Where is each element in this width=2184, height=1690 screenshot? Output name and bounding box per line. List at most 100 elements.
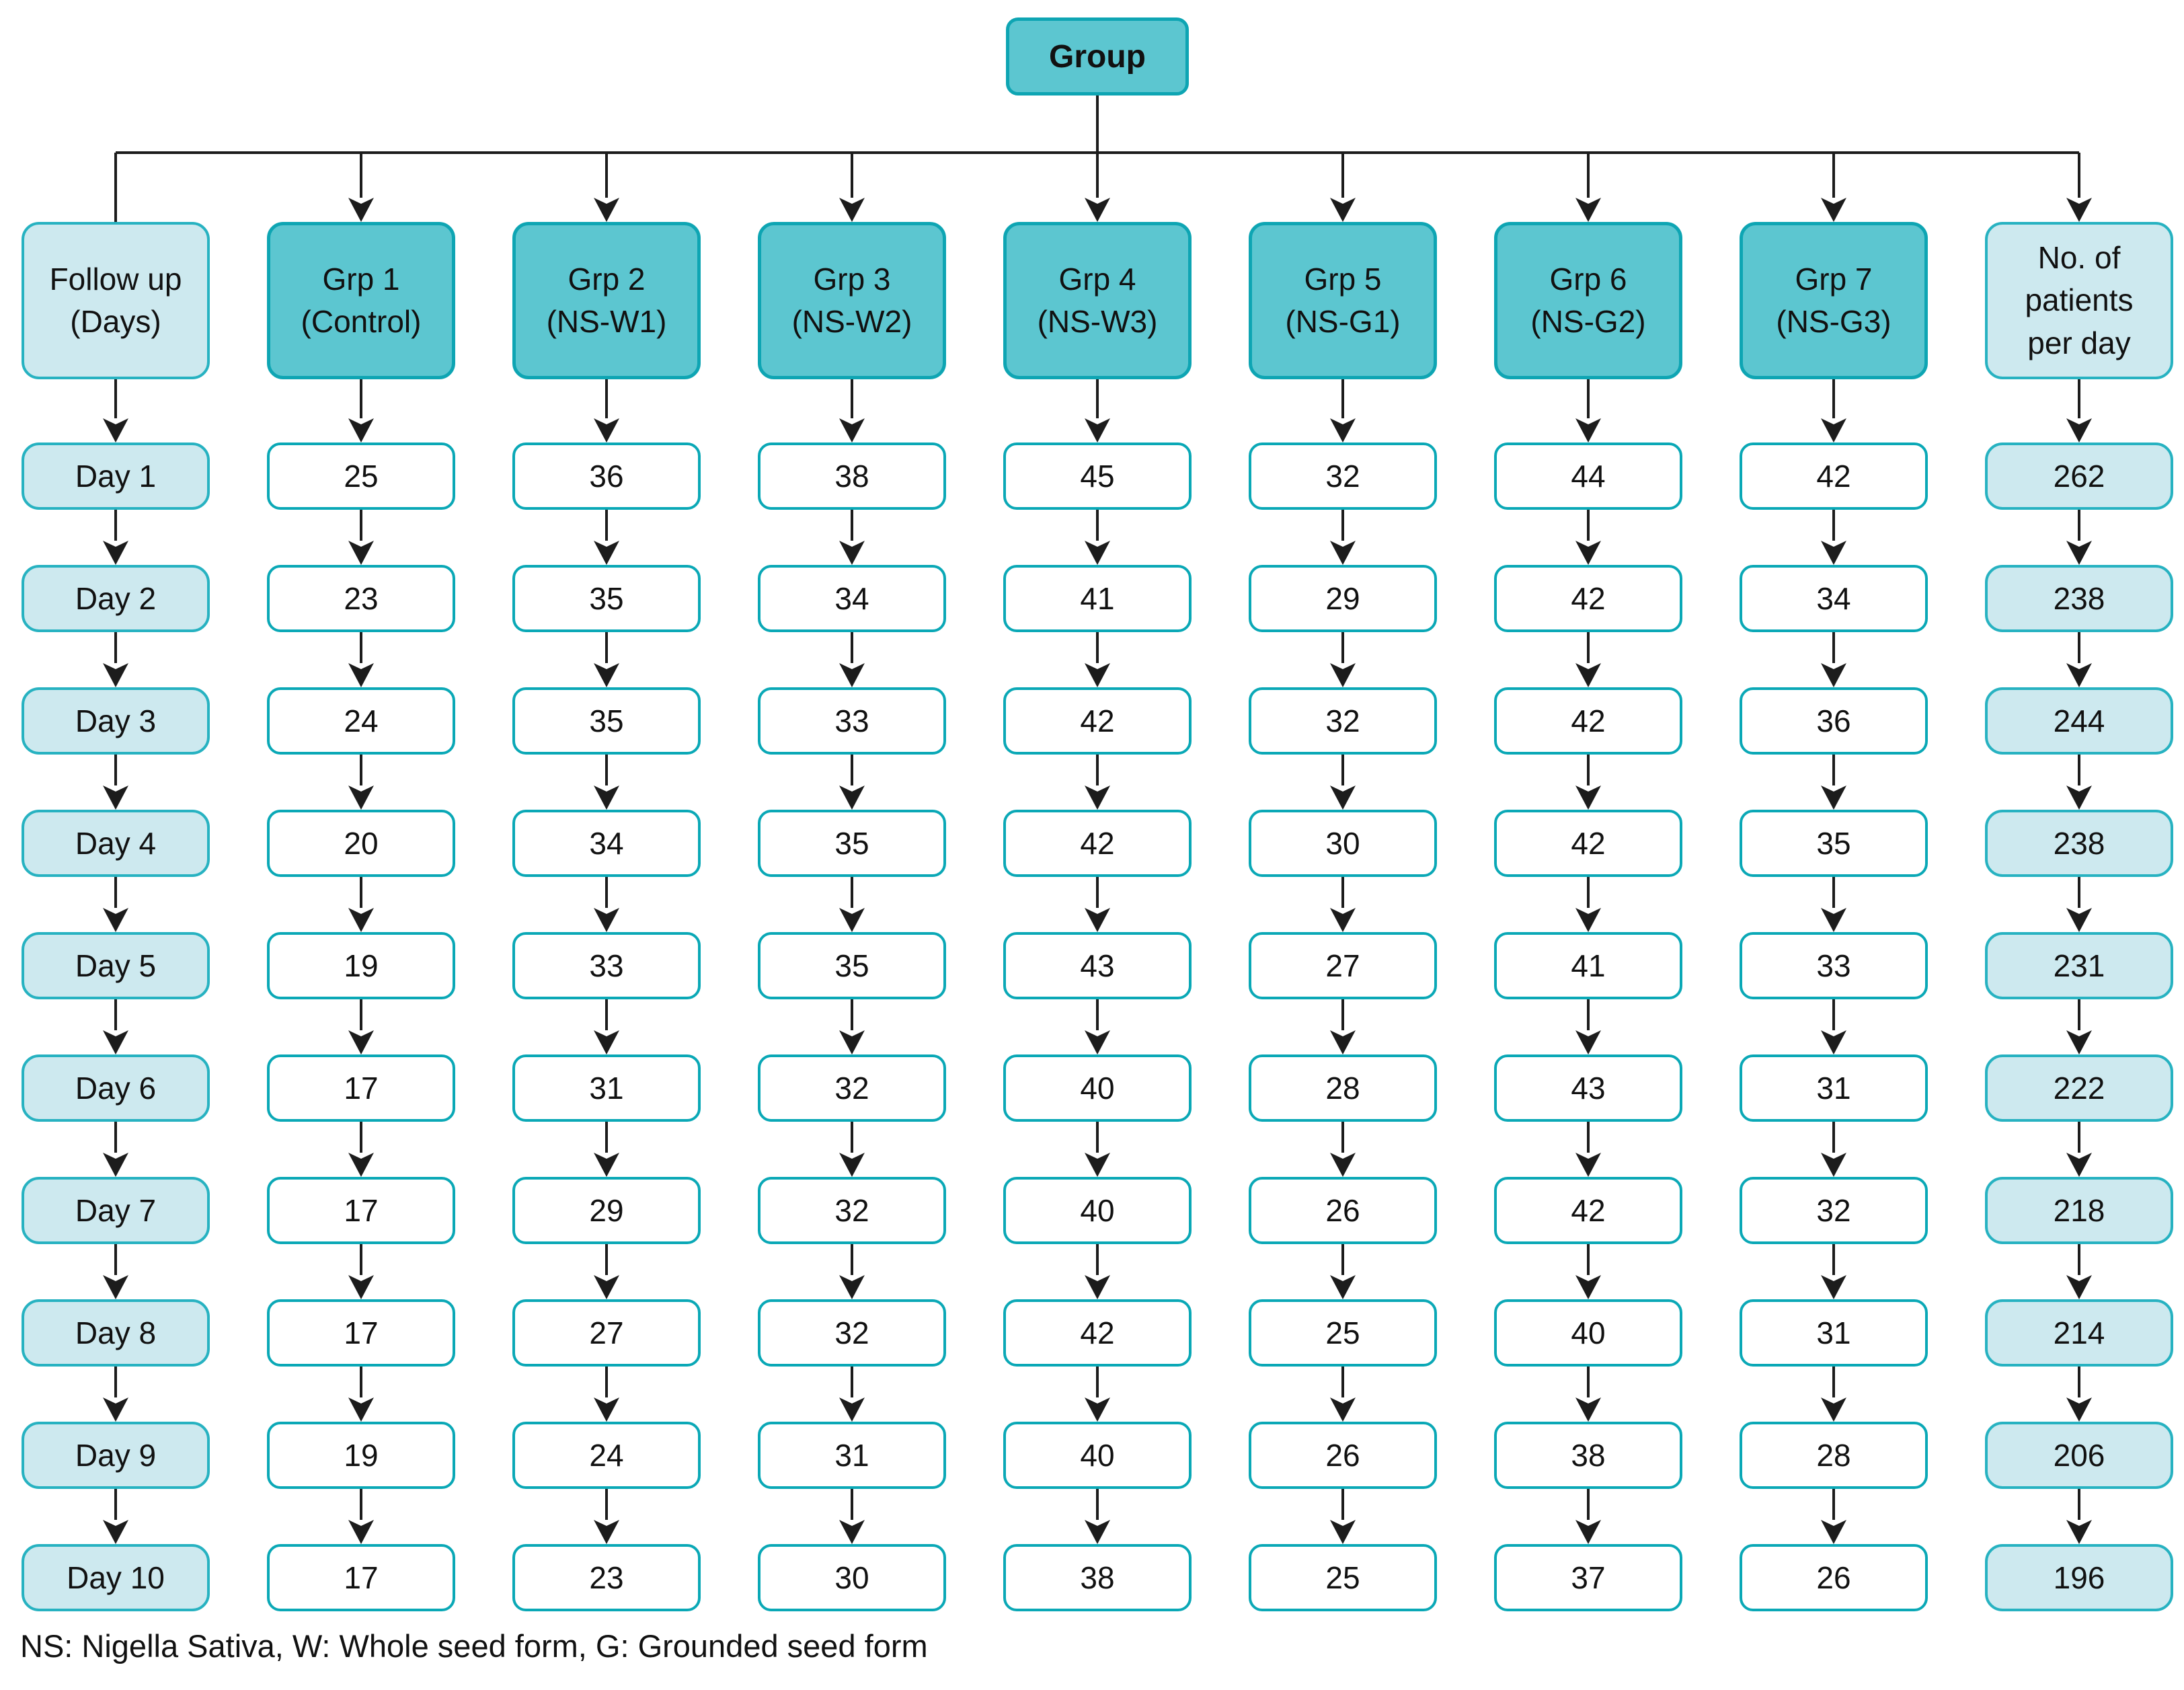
arrowhead-icon (348, 785, 374, 810)
grp-2-ns-w1-arrow-9 (593, 1367, 620, 1422)
follow-up-days-arrow-8 (102, 1244, 129, 1299)
arrowhead-icon (348, 418, 374, 443)
arrow-shaft (1096, 755, 1099, 785)
arrow-shaft (1341, 510, 1344, 541)
arrow-shaft (851, 1367, 853, 1397)
arrow-shaft (2078, 755, 2080, 785)
column-grp-7-ns-g3: Grp 7 (NS-G3) 42 34 36 35 33 31 32 31 28 26 (1740, 222, 1928, 1611)
patients-per-day-arrow-5 (2066, 877, 2093, 932)
arrowhead-icon (1821, 785, 1846, 810)
grp-4-ns-w3-cell-6: 40 (1003, 1054, 1192, 1122)
arrow-shaft (1341, 1489, 1344, 1520)
grp-5-ns-g1-arrow-5 (1329, 877, 1356, 932)
grp-1-control-arrow-10 (348, 1489, 375, 1544)
arrowhead-icon (594, 1275, 619, 1299)
follow-up-days-arrow-2 (102, 510, 129, 565)
arrow-shaft (605, 1489, 608, 1520)
branch-line-grp-5-ns-g1 (1329, 153, 1356, 222)
arrowhead-icon (103, 1520, 128, 1544)
branch-line-grp-4-ns-w3 (1084, 153, 1111, 222)
grp-6-ns-g2-arrow-2 (1575, 510, 1602, 565)
grp-7-ns-g3-arrow-6 (1820, 999, 1847, 1054)
column-grp-5-ns-g1: Grp 5 (NS-G1) 32 29 32 30 27 28 26 25 26 25 (1249, 222, 1437, 1611)
arrowhead-icon (1330, 908, 1356, 932)
grp-2-ns-w1-cell-10: 23 (512, 1544, 701, 1611)
grp-1-control-cell-2: 23 (267, 565, 455, 632)
arrowhead-icon (103, 908, 128, 932)
follow-up-days-cell-8: Day 8 (22, 1299, 210, 1367)
arrowhead-icon (1330, 663, 1356, 687)
arrow-shaft (605, 1244, 608, 1275)
grp-2-ns-w1-cell-1: 36 (512, 443, 701, 510)
patients-per-day-cell-1: 262 (1985, 443, 2173, 510)
grp-3-ns-w2-cell-10: 30 (758, 1544, 946, 1611)
grp-3-ns-w2-cell-9: 31 (758, 1422, 946, 1489)
arrow-shaft (1832, 1489, 1835, 1520)
grp-3-ns-w2-arrow-2 (838, 510, 865, 565)
arrowhead-icon (1575, 418, 1601, 443)
grp-7-ns-g3-arrow-5 (1820, 877, 1847, 932)
arrow-shaft (114, 510, 117, 541)
arrow-shaft (605, 755, 608, 785)
arrow-shaft (1832, 1367, 1835, 1397)
grp-3-ns-w2-arrow-6 (838, 999, 865, 1054)
follow-up-days-cell-6: Day 6 (22, 1054, 210, 1122)
follow-up-days-cell-1: Day 1 (22, 443, 210, 510)
grp-1-control-cell-1: 25 (267, 443, 455, 510)
arrowhead-icon (594, 1520, 619, 1544)
grp-1-control-arrow-5 (348, 877, 375, 932)
grp-4-ns-w3-arrow-6 (1084, 999, 1111, 1054)
arrowhead-icon (839, 908, 865, 932)
grp-7-ns-g3-arrow-10 (1820, 1489, 1847, 1544)
grp-7-ns-g3-cell-7: 32 (1740, 1177, 1928, 1244)
grp-4-ns-w3-arrow-9 (1084, 1367, 1111, 1422)
arrowhead-icon (1085, 1275, 1110, 1299)
grp-7-ns-g3-cell-5: 33 (1740, 932, 1928, 999)
group-connector-line (1096, 95, 1099, 153)
branch-shaft (1096, 153, 1099, 198)
column-grp-4-ns-w3: Grp 4 (NS-W3) 45 41 42 42 43 40 40 42 40 38 (1003, 222, 1192, 1611)
grp-5-ns-g1-cell-7: 26 (1249, 1177, 1437, 1244)
patients-per-day-arrow-1 (2066, 379, 2093, 443)
grp-6-ns-g2-arrow-4 (1575, 755, 1602, 810)
arrow-shaft (1341, 999, 1344, 1030)
arrowhead-icon (1575, 1030, 1601, 1054)
grp-2-ns-w1-cell-7: 29 (512, 1177, 701, 1244)
grp-6-ns-g2-cell-5: 41 (1494, 932, 1682, 999)
grp-3-ns-w2-arrow-1 (838, 379, 865, 443)
grp-5-ns-g1-cell-1: 32 (1249, 443, 1437, 510)
grp-6-ns-g2-cell-1: 44 (1494, 443, 1682, 510)
arrowhead-icon (1575, 1153, 1601, 1177)
arrow-shaft (1587, 1122, 1590, 1153)
grp-7-ns-g3-arrow-9 (1820, 1367, 1847, 1422)
grp-5-ns-g1-arrow-2 (1329, 510, 1356, 565)
arrowhead-icon (348, 1520, 374, 1544)
grp-5-ns-g1-arrow-7 (1329, 1122, 1356, 1177)
grp-7-ns-g3-cell-3: 36 (1740, 687, 1928, 755)
arrowhead-icon (1821, 1520, 1846, 1544)
arrow-shaft (1832, 379, 1835, 418)
patients-per-day-cell-3: 244 (1985, 687, 2173, 755)
arrow-shaft (1341, 1244, 1344, 1275)
arrowhead-icon (1085, 1030, 1110, 1054)
arrowhead-icon (348, 1030, 374, 1054)
grp-7-ns-g3-cell-4: 35 (1740, 810, 1928, 877)
arrowhead-icon (2066, 785, 2092, 810)
arrow-shaft (851, 1244, 853, 1275)
arrow-shaft (1587, 1244, 1590, 1275)
arrowhead-icon (1085, 418, 1110, 443)
arrow-shaft (360, 1122, 362, 1153)
arrow-shaft (1587, 379, 1590, 418)
grp-6-ns-g2-arrow-7 (1575, 1122, 1602, 1177)
follow-up-days-arrow-10 (102, 1489, 129, 1544)
arrow-shaft (605, 632, 608, 663)
grp-1-control-arrow-6 (348, 999, 375, 1054)
arrow-shaft (114, 1489, 117, 1520)
patients-per-day-cell-9: 206 (1985, 1422, 2173, 1489)
grp-2-ns-w1-arrow-8 (593, 1244, 620, 1299)
follow-up-days-cell-5: Day 5 (22, 932, 210, 999)
arrowhead-icon (348, 1153, 374, 1177)
patients-per-day-arrow-2 (2066, 510, 2093, 565)
arrow-shaft (2078, 877, 2080, 908)
arrowhead-icon (839, 418, 865, 443)
